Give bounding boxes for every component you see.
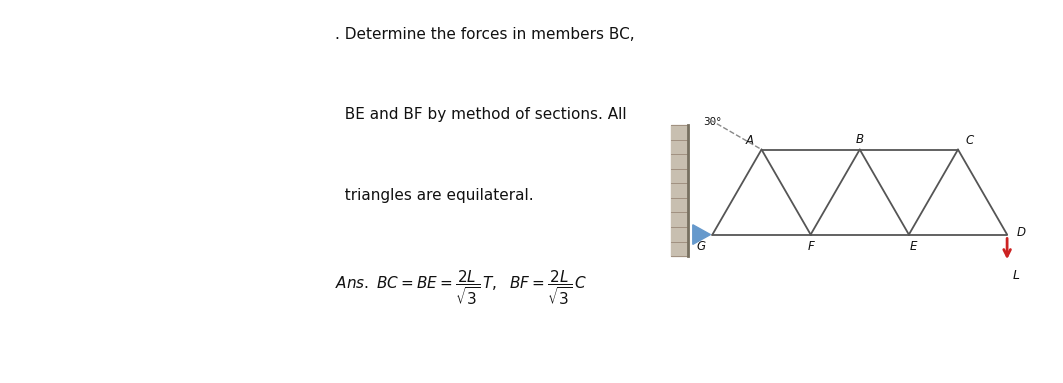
Text: B: B	[856, 133, 864, 146]
Text: A: A	[746, 134, 754, 147]
Text: 30°: 30°	[704, 117, 722, 127]
Polygon shape	[693, 225, 710, 244]
Text: E: E	[910, 240, 917, 253]
Text: C: C	[965, 134, 974, 147]
Text: triangles are equilateral.: triangles are equilateral.	[335, 188, 534, 203]
Text: G: G	[696, 240, 705, 253]
Text: BE and BF by method of sections. All: BE and BF by method of sections. All	[335, 107, 626, 122]
Text: L: L	[1013, 269, 1020, 282]
Polygon shape	[671, 125, 688, 256]
Text: . Determine the forces in members BC,: . Determine the forces in members BC,	[335, 27, 635, 42]
Text: F: F	[807, 240, 814, 253]
Text: $\it{Ans.}$ $BC = BE = \dfrac{2L}{\sqrt{3}}\,T,\ \ BF = \dfrac{2L}{\sqrt{3}}\,C$: $\it{Ans.}$ $BC = BE = \dfrac{2L}{\sqrt{…	[335, 268, 587, 307]
Text: D: D	[1016, 226, 1026, 239]
